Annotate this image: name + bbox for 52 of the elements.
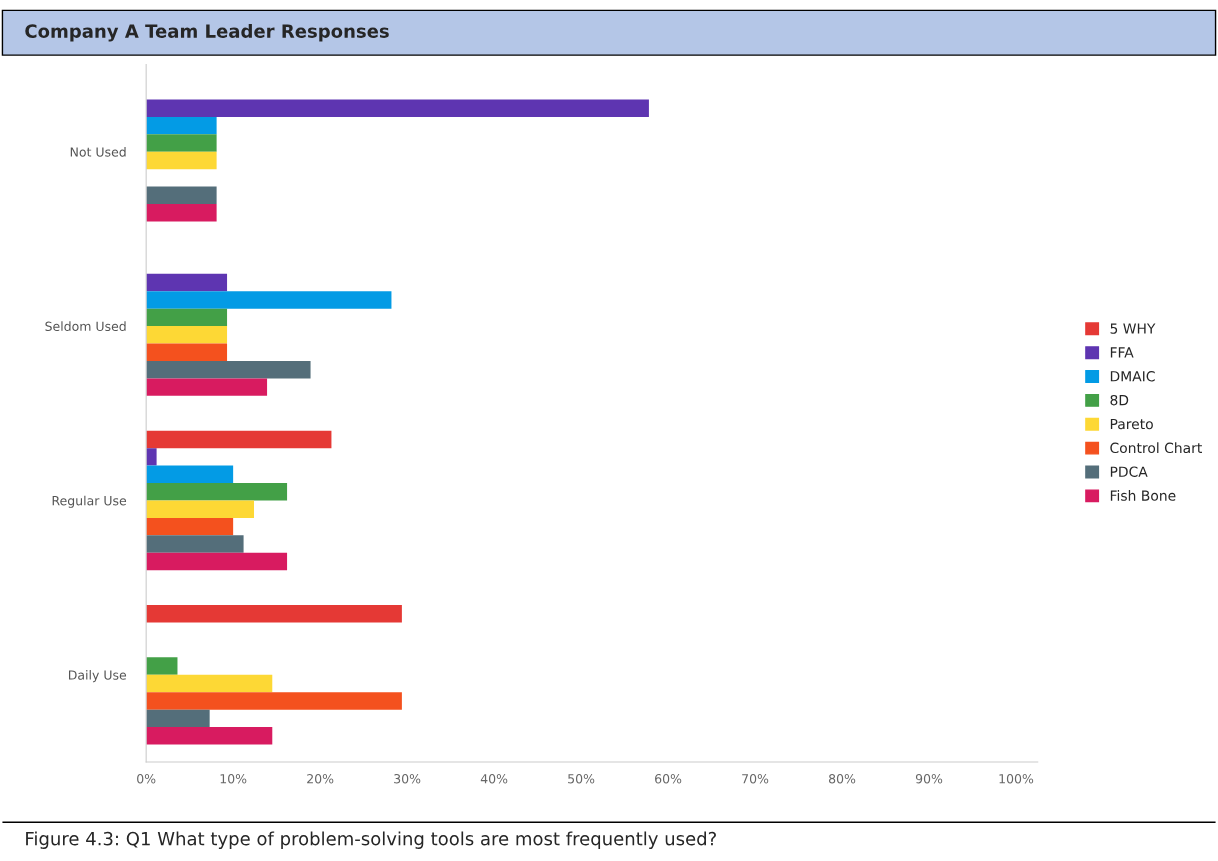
bar [146,360,311,379]
y-tick-label: Daily Use [68,670,127,683]
x-tick-label: 20% [307,774,334,784]
x-tick-label: 50% [568,774,595,784]
y-tick-label: Seldom Used [45,321,126,332]
bar [146,116,217,135]
x-tick-label: 40% [480,774,508,784]
bar [146,204,217,222]
x-tick-label: 100% [999,774,1034,784]
caption: Figure 4.3: Q1 What type of problem-solving tools are most frequently used? [26,831,716,849]
x-tick-label: 90% [915,774,943,784]
bar [146,186,217,205]
y-tick-label: Not Used [70,147,126,157]
bar [146,291,392,309]
bar [146,692,402,710]
bar [146,99,649,117]
x-tick-label: 0% [137,774,156,784]
bar [146,727,273,745]
bar [146,273,228,292]
bar [146,343,228,361]
legend-label: PDCA [1110,466,1148,477]
legend-label: Fish Bone [1110,490,1176,501]
bar [146,657,178,675]
bar [146,134,217,152]
bar [146,552,288,571]
bar [146,378,268,396]
legend-label: 8D [1110,394,1129,406]
bar [146,517,234,536]
legend-label: Pareto [1110,418,1153,430]
x-tick-label: 60% [655,774,682,784]
x-tick-label: 80% [828,774,856,784]
legend-label: 5 WHY [1110,323,1156,334]
legend-label: DMAIC [1110,371,1155,382]
bar [146,308,228,327]
bar [146,674,273,693]
bar [146,500,255,518]
bar [146,430,332,449]
bar [146,465,234,484]
x-tick-label: 70% [742,774,769,784]
bar [146,326,228,344]
y-tick-label: Regular Use [52,495,127,508]
chart-title: Company A Team Leader Responses [25,23,389,42]
x-tick-label: 30% [394,774,421,784]
bar [146,483,288,501]
bar [146,709,210,728]
bar [146,448,157,466]
legend-label: FFA [1110,347,1134,358]
x-tick-label: 10% [220,774,247,784]
legend-label: Control Chart [1110,442,1202,454]
bar [146,535,244,553]
bar [146,151,217,170]
bar [146,605,402,623]
